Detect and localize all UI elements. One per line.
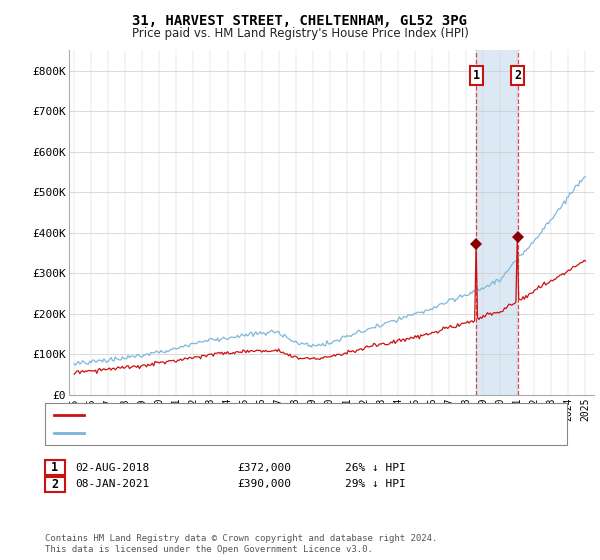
Text: 26% ↓ HPI: 26% ↓ HPI [345,463,406,473]
Text: £372,000: £372,000 [237,463,291,473]
Text: 1: 1 [52,461,58,474]
Text: HPI: Average price, detached house, Cheltenham: HPI: Average price, detached house, Chel… [87,428,363,438]
Text: Price paid vs. HM Land Registry's House Price Index (HPI): Price paid vs. HM Land Registry's House … [131,27,469,40]
Text: 2: 2 [52,478,58,491]
Text: 29% ↓ HPI: 29% ↓ HPI [345,479,406,489]
Text: 31, HARVEST STREET, CHELTENHAM, GL52 3PG (detached house): 31, HARVEST STREET, CHELTENHAM, GL52 3PG… [87,410,429,420]
Text: 02-AUG-2018: 02-AUG-2018 [75,463,149,473]
Text: Contains HM Land Registry data © Crown copyright and database right 2024.
This d: Contains HM Land Registry data © Crown c… [45,534,437,554]
Text: 2: 2 [514,69,521,82]
Text: 31, HARVEST STREET, CHELTENHAM, GL52 3PG: 31, HARVEST STREET, CHELTENHAM, GL52 3PG [133,14,467,28]
Text: 08-JAN-2021: 08-JAN-2021 [75,479,149,489]
Text: 1: 1 [472,69,479,82]
Text: £390,000: £390,000 [237,479,291,489]
